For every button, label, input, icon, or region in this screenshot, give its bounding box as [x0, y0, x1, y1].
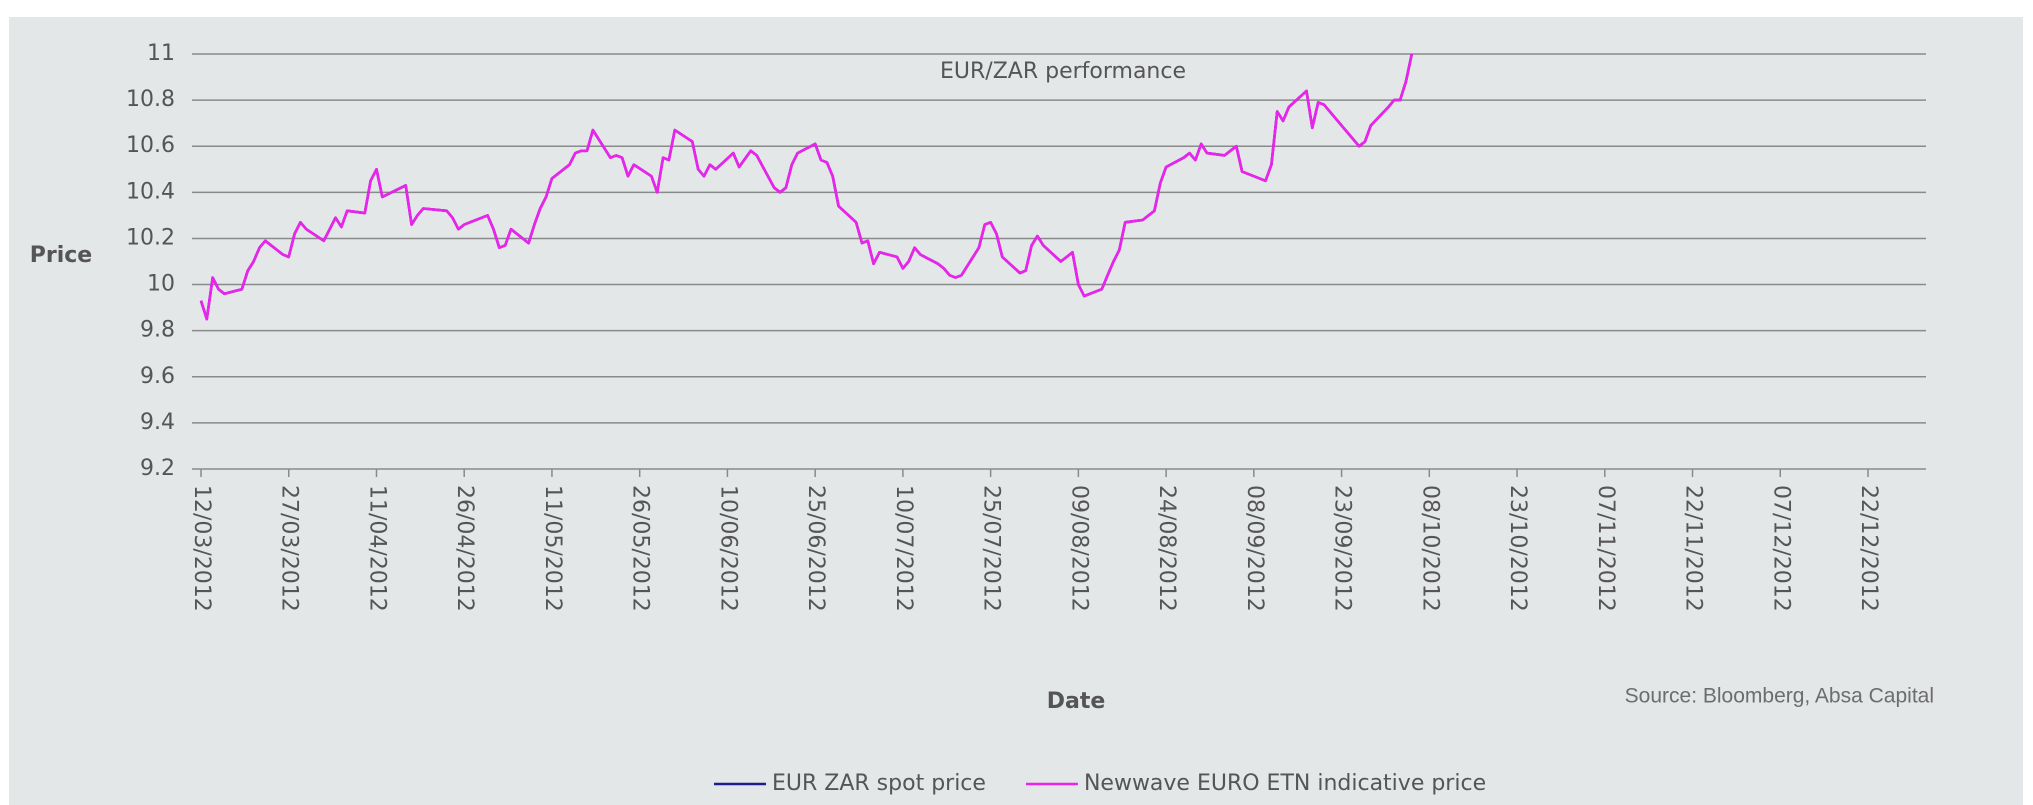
- y-axis-label: Price: [30, 243, 92, 268]
- x-tick-label: 24/08/2012: [1154, 485, 1179, 612]
- x-tick-label: 07/12/2012: [1768, 485, 1793, 612]
- x-tick-label: 08/10/2012: [1417, 485, 1442, 612]
- y-tick-label: 10.2: [126, 225, 175, 250]
- x-axis-label: Date: [1047, 689, 1106, 714]
- y-tick-label: 10.8: [126, 87, 175, 112]
- legend-label: Newwave EURO ETN indicative price: [1084, 771, 1486, 796]
- y-tick-label: 10.6: [126, 133, 175, 158]
- y-tick-label: 9.8: [140, 318, 175, 343]
- x-tick-label: 26/05/2012: [628, 485, 653, 612]
- y-tick-label: 10.4: [126, 179, 175, 204]
- x-tick-label: 12/03/2012: [189, 485, 214, 612]
- x-tick-label: 11/04/2012: [364, 485, 389, 612]
- chart-title: EUR/ZAR performance: [940, 59, 1186, 84]
- x-tick-label: 09/08/2012: [1066, 485, 1091, 612]
- y-tick-label: 9.4: [140, 410, 175, 435]
- x-tick-label: 23/10/2012: [1505, 485, 1530, 612]
- x-tick-label: 22/11/2012: [1681, 485, 1706, 612]
- x-tick-label: 07/11/2012: [1593, 485, 1618, 612]
- y-tick-label: 9.6: [140, 364, 175, 389]
- x-tick-label: 27/03/2012: [277, 485, 302, 612]
- y-tick-label: 10: [147, 272, 175, 297]
- x-tick-label: 25/06/2012: [803, 485, 828, 612]
- x-tick-label: 26/04/2012: [452, 485, 477, 612]
- x-tick-label: 22/12/2012: [1856, 485, 1881, 612]
- x-tick-label: 11/05/2012: [540, 485, 565, 612]
- x-tick-label: 08/09/2012: [1242, 485, 1267, 612]
- y-tick-label: 9.2: [140, 456, 175, 481]
- source-note: Source: Bloomberg, Absa Capital: [1625, 685, 1934, 708]
- x-tick-label: 25/07/2012: [979, 485, 1004, 612]
- chart-background: [9, 17, 2023, 805]
- x-tick-label: 10/07/2012: [891, 485, 916, 612]
- x-tick-label: 10/06/2012: [715, 485, 740, 612]
- series-line: [199, 53, 1414, 321]
- y-tick-label: 11: [147, 41, 175, 66]
- legend-label: EUR ZAR spot price: [772, 771, 986, 796]
- x-tick-label: 23/09/2012: [1330, 485, 1355, 612]
